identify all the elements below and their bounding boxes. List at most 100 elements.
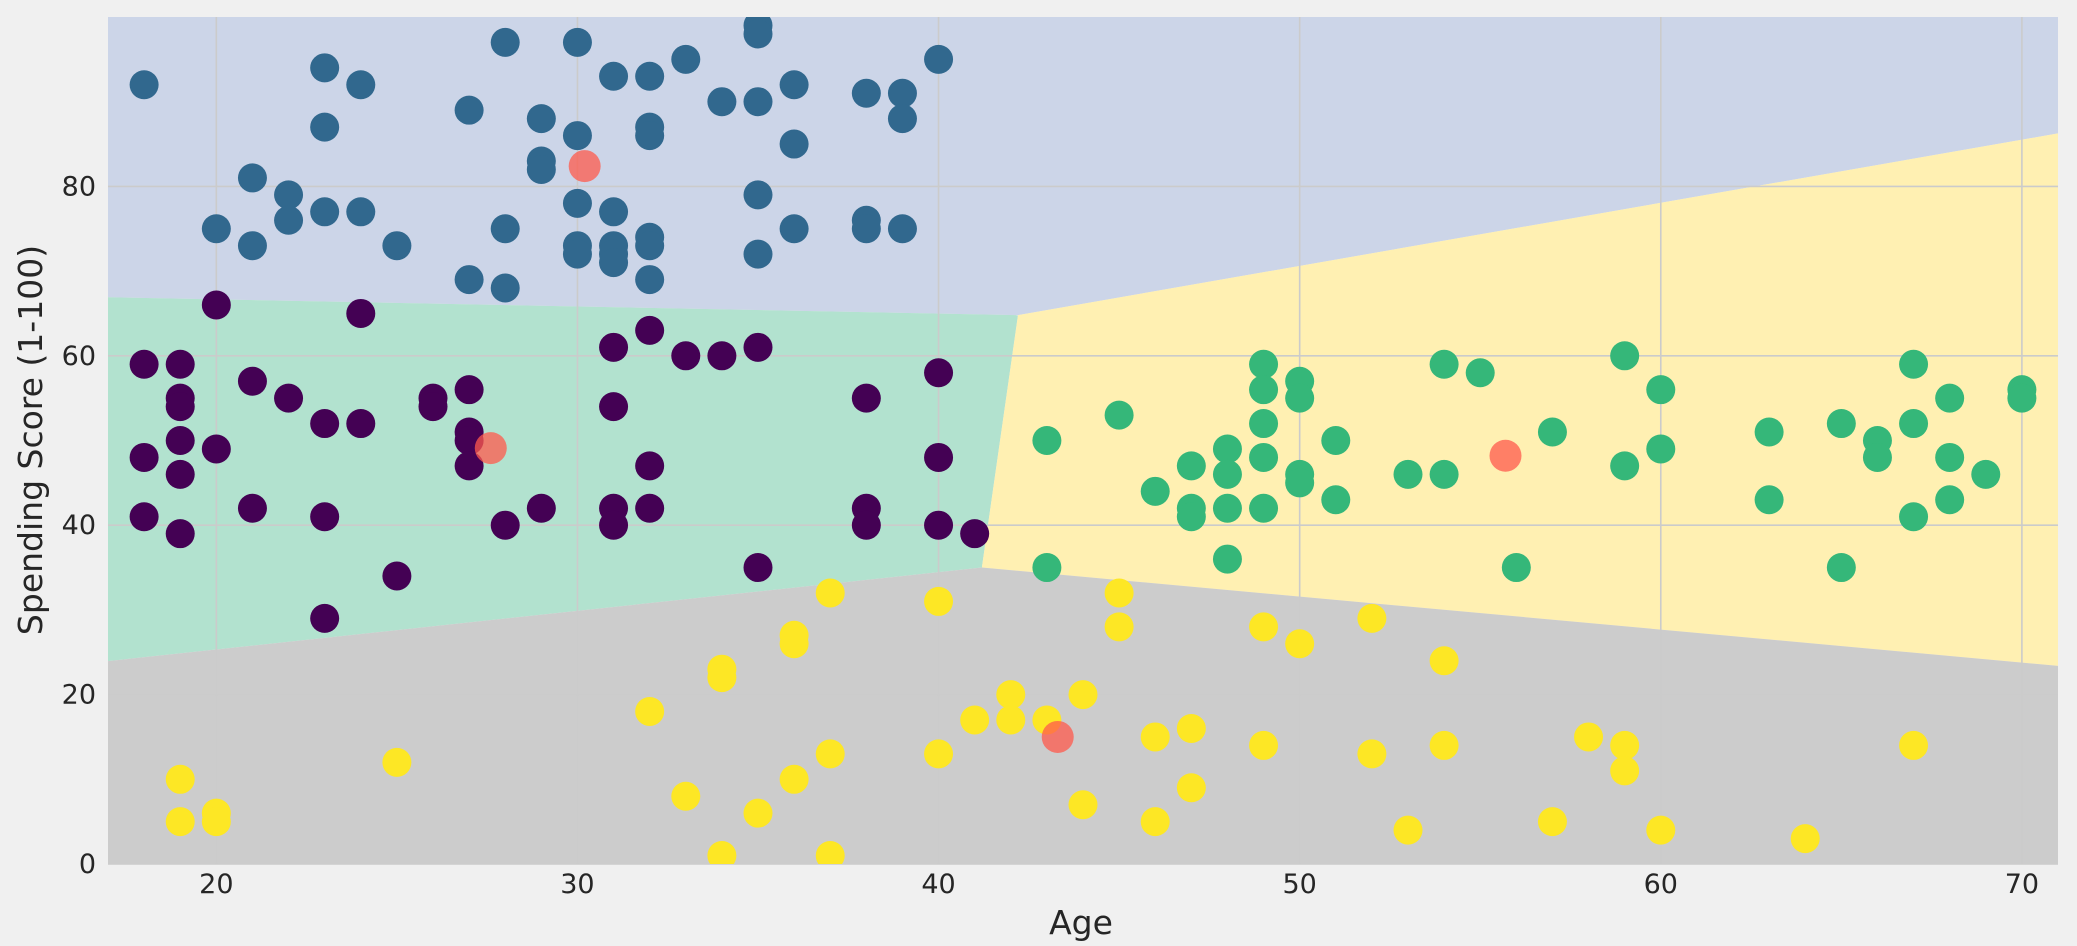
- data-point: [815, 578, 845, 608]
- data-point: [996, 705, 1026, 735]
- data-point: [1935, 442, 1965, 472]
- data-point: [310, 603, 340, 633]
- data-point: [454, 265, 484, 295]
- data-point: [526, 104, 556, 134]
- y-tick-label: 40: [62, 510, 96, 541]
- x-axis-label: Age: [1049, 903, 1113, 942]
- data-point: [1754, 485, 1784, 515]
- data-point: [1610, 341, 1640, 371]
- data-point: [526, 493, 556, 523]
- data-point: [165, 519, 195, 549]
- data-point: [346, 409, 376, 439]
- data-point: [1032, 553, 1062, 583]
- data-point: [779, 214, 809, 244]
- data-point: [1321, 485, 1351, 515]
- data-point: [454, 451, 484, 481]
- data-point: [1140, 722, 1170, 752]
- data-point: [887, 104, 917, 134]
- data-point: [851, 383, 881, 413]
- data-point: [418, 392, 448, 422]
- data-point: [1321, 426, 1351, 455]
- data-point: [671, 341, 701, 371]
- data-point: [1212, 459, 1242, 489]
- data-point: [815, 841, 845, 864]
- data-point: [1176, 713, 1206, 743]
- data-point: [2007, 383, 2037, 413]
- data-point: [599, 332, 629, 362]
- data-point: [1176, 502, 1206, 532]
- data-point: [165, 807, 195, 837]
- data-point: [671, 781, 701, 811]
- data-point: [1610, 451, 1640, 481]
- data-point: [346, 298, 376, 328]
- data-point: [129, 442, 159, 472]
- data-point: [599, 197, 629, 227]
- data-point: [346, 197, 376, 227]
- data-point: [165, 426, 195, 455]
- data-point: [1104, 400, 1134, 430]
- data-point: [201, 807, 231, 837]
- data-point: [635, 697, 665, 727]
- data-point: [1212, 434, 1242, 464]
- data-point: [1610, 730, 1640, 760]
- data-point: [526, 154, 556, 184]
- data-point: [310, 53, 340, 83]
- data-point: [599, 248, 629, 278]
- data-point: [562, 27, 592, 57]
- data-point: [1429, 730, 1459, 760]
- data-point: [743, 239, 773, 269]
- centroid-point: [1489, 439, 1522, 472]
- data-point: [382, 747, 412, 777]
- data-point: [851, 78, 881, 108]
- data-point: [165, 459, 195, 489]
- data-point: [635, 451, 665, 481]
- data-point: [635, 265, 665, 295]
- data-point: [1249, 493, 1279, 523]
- data-point: [1249, 409, 1279, 439]
- data-point: [1826, 553, 1856, 583]
- data-point: [924, 510, 954, 540]
- y-tick-label: 80: [62, 171, 96, 202]
- data-point: [1285, 468, 1315, 498]
- y-tick-label: 20: [62, 680, 96, 711]
- data-point: [779, 629, 809, 659]
- data-point: [382, 561, 412, 591]
- data-point: [924, 358, 954, 388]
- data-point: [1104, 612, 1134, 642]
- data-point: [635, 121, 665, 151]
- centroid-point: [474, 432, 507, 465]
- x-tick-label: 60: [1644, 869, 1678, 900]
- data-point: [1537, 807, 1567, 837]
- data-point: [1357, 739, 1387, 769]
- data-point: [1899, 730, 1929, 760]
- data-point: [1574, 722, 1604, 752]
- data-point: [671, 44, 701, 74]
- decision-regions: [108, 17, 2058, 864]
- data-point: [201, 214, 231, 244]
- data-point: [1104, 578, 1134, 608]
- data-point: [743, 180, 773, 210]
- data-point: [1140, 807, 1170, 837]
- data-point: [129, 349, 159, 379]
- data-point: [201, 434, 231, 464]
- data-point: [1068, 680, 1098, 710]
- data-point: [310, 112, 340, 142]
- data-point: [165, 764, 195, 794]
- data-point: [129, 70, 159, 100]
- data-point: [1935, 383, 1965, 413]
- data-point: [1646, 815, 1676, 845]
- data-point: [779, 764, 809, 794]
- data-point: [887, 78, 917, 108]
- region-right-middle: [981, 133, 2058, 666]
- data-point: [743, 19, 773, 49]
- data-point: [743, 332, 773, 362]
- data-point: [635, 61, 665, 91]
- y-tick-label: 60: [62, 341, 96, 372]
- data-point: [562, 188, 592, 218]
- data-points: [129, 17, 2037, 864]
- data-point: [1429, 646, 1459, 676]
- x-tick-label: 40: [921, 869, 955, 900]
- data-point: [274, 205, 304, 235]
- data-point: [707, 663, 737, 693]
